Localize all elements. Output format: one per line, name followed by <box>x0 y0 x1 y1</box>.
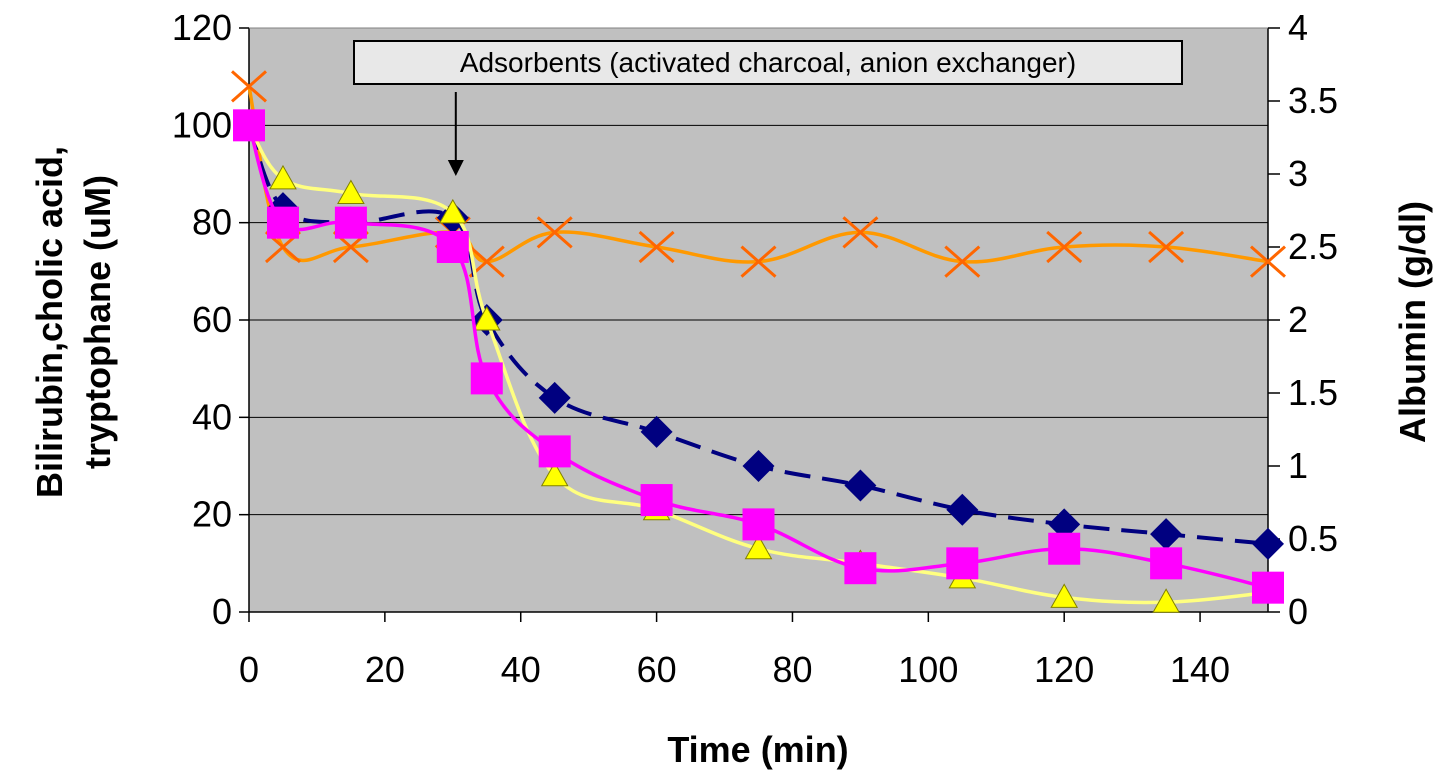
x-tick-label: 60 <box>637 649 677 690</box>
data-point-square <box>742 508 775 541</box>
data-point-square <box>844 552 877 585</box>
data-point-triangle <box>472 305 501 331</box>
data-point-x <box>1046 230 1083 264</box>
data-point-diamond <box>844 469 877 502</box>
annotation: Adsorbents (activated charcoal, anion ex… <box>353 40 1183 176</box>
data-point-triangle <box>744 534 773 560</box>
data-point-triangle <box>337 179 365 204</box>
data-point-triangle <box>438 198 467 224</box>
y2-tick-label: 4 <box>1288 7 1308 48</box>
y2-tick-label: 3.5 <box>1288 80 1338 121</box>
x-tick-label: 40 <box>501 649 541 690</box>
series-layer <box>231 70 1286 613</box>
x-tick-label: 100 <box>898 649 958 690</box>
data-point-square <box>640 484 673 517</box>
data-point-diamond <box>1150 518 1183 551</box>
x-tick-label: 120 <box>1034 649 1094 690</box>
data-point-triangle <box>269 164 297 190</box>
y-tick-label: 60 <box>192 299 232 340</box>
x-tick-label: 80 <box>772 649 812 690</box>
data-point-square <box>470 362 503 395</box>
data-point-x <box>1148 230 1185 264</box>
data-point-x <box>536 216 573 249</box>
y-tick-label: 0 <box>212 591 232 632</box>
annotation-box <box>353 40 1183 85</box>
y2-tick-label: 3 <box>1288 153 1308 194</box>
x-tick-label: 140 <box>1170 649 1230 690</box>
data-point-square <box>334 206 367 239</box>
x-axis-ticks: 0 20 40 60 80 100 120 140 <box>239 612 1230 690</box>
data-point-square <box>1150 547 1183 580</box>
y2-tick-label: 1 <box>1288 445 1308 486</box>
data-point-square <box>436 231 469 263</box>
data-point-triangle <box>1050 583 1079 608</box>
data-point-x <box>1250 245 1286 278</box>
data-point-square <box>538 435 571 468</box>
y-axis-title: Bilirubin,cholic acid, tryptophane (uM) <box>29 146 118 498</box>
data-point-triangle <box>1152 588 1180 613</box>
data-point-diamond <box>946 493 979 526</box>
x-tick-label: 0 <box>239 649 259 690</box>
data-point-diamond <box>742 450 775 482</box>
y2-axis-ticks: 0 0.5 1 1.5 2 2.5 3 3.5 4 <box>1268 7 1338 632</box>
data-point-diamond <box>538 381 571 414</box>
data-point-square <box>1048 532 1081 565</box>
annotation-arrow-head <box>447 160 464 176</box>
data-point-x <box>944 245 981 278</box>
data-point-triangle <box>540 461 569 487</box>
y-axis-title-line1: Bilirubin,cholic acid, <box>29 146 70 498</box>
data-point-x <box>231 70 267 103</box>
data-point-square <box>233 109 265 142</box>
y-axis-title-line2: tryptophane (uM) <box>77 175 118 469</box>
data-point-square <box>946 547 979 580</box>
data-point-x <box>740 245 777 278</box>
y-tick-label: 40 <box>192 396 232 437</box>
data-point-diamond <box>1048 508 1081 541</box>
x-tick-label: 20 <box>365 649 405 690</box>
series-2 <box>233 109 1284 604</box>
y-tick-label: 100 <box>172 104 232 145</box>
y2-tick-label: 2 <box>1288 299 1308 340</box>
y2-tick-label: 1.5 <box>1288 372 1338 413</box>
data-point-square <box>1252 571 1284 604</box>
data-point-x <box>638 230 675 264</box>
x-axis-title: Time (min) <box>667 729 848 770</box>
annotation-label: Adsorbents (activated charcoal, anion ex… <box>460 47 1076 78</box>
y-tick-label: 20 <box>192 494 232 535</box>
data-point-x <box>842 216 879 249</box>
y-axis-ticks: 0 20 40 60 80 100 120 <box>172 7 249 632</box>
data-point-diamond <box>640 415 673 448</box>
data-point-diamond <box>1252 527 1284 560</box>
y2-tick-label: 0.5 <box>1288 518 1338 559</box>
y-tick-label: 80 <box>192 202 232 243</box>
data-point-square <box>266 206 299 239</box>
y2-axis-title: Albumin (g/dl) <box>1392 201 1433 443</box>
y-tick-label: 120 <box>172 7 232 48</box>
y2-tick-label: 2.5 <box>1288 226 1338 267</box>
y2-tick-label: 0 <box>1288 591 1308 632</box>
